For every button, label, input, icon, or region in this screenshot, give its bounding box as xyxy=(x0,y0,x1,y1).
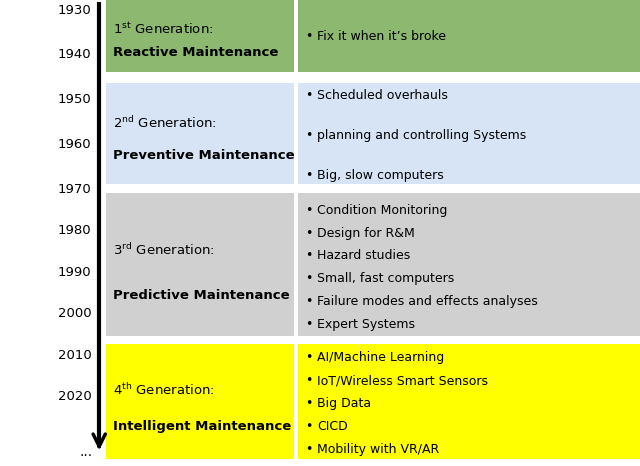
Text: 2000: 2000 xyxy=(58,307,92,320)
Text: 3$^{\mathrm{rd}}$ Generation:: 3$^{\mathrm{rd}}$ Generation: xyxy=(113,242,215,258)
Text: •: • xyxy=(305,129,313,142)
Text: 4$^{\mathrm{th}}$ Generation:: 4$^{\mathrm{th}}$ Generation: xyxy=(113,382,214,398)
Text: Big, slow computers: Big, slow computers xyxy=(317,170,444,183)
Bar xyxy=(106,0,294,72)
Bar xyxy=(106,193,294,336)
Text: 2020: 2020 xyxy=(58,390,92,403)
Text: Big Data: Big Data xyxy=(317,397,372,410)
Bar xyxy=(106,83,294,184)
Text: planning and controlling Systems: planning and controlling Systems xyxy=(317,129,527,142)
Bar xyxy=(298,344,640,459)
Text: Condition Monitoring: Condition Monitoring xyxy=(317,204,448,217)
Text: Expert Systems: Expert Systems xyxy=(317,318,415,331)
Text: •: • xyxy=(305,443,313,456)
Text: 2010: 2010 xyxy=(58,349,92,362)
Text: Reactive Maintenance: Reactive Maintenance xyxy=(113,46,278,59)
Text: •: • xyxy=(305,295,313,308)
Bar xyxy=(298,83,640,184)
Text: •: • xyxy=(305,272,313,285)
Text: 1990: 1990 xyxy=(58,266,92,279)
Text: •: • xyxy=(305,226,313,240)
Text: CICD: CICD xyxy=(317,420,348,433)
Text: Mobility with VR/AR: Mobility with VR/AR xyxy=(317,443,440,456)
Text: Preventive Maintenance: Preventive Maintenance xyxy=(113,149,295,162)
Text: ...: ... xyxy=(79,445,93,459)
Text: 1940: 1940 xyxy=(58,48,92,62)
Text: •: • xyxy=(305,249,313,262)
Text: •: • xyxy=(305,89,313,102)
Text: 1930: 1930 xyxy=(58,4,92,17)
Bar xyxy=(106,344,294,459)
Text: •: • xyxy=(305,170,313,183)
Text: •: • xyxy=(305,397,313,410)
Text: 2$^{\mathrm{nd}}$ Generation:: 2$^{\mathrm{nd}}$ Generation: xyxy=(113,116,217,131)
Bar xyxy=(298,193,640,336)
Text: IoT/Wireless Smart Sensors: IoT/Wireless Smart Sensors xyxy=(317,374,488,387)
Text: Hazard studies: Hazard studies xyxy=(317,249,411,262)
Text: 1$^{\mathrm{st}}$ Generation:: 1$^{\mathrm{st}}$ Generation: xyxy=(113,21,214,37)
Text: •: • xyxy=(305,374,313,387)
Text: Small, fast computers: Small, fast computers xyxy=(317,272,454,285)
Text: Scheduled overhauls: Scheduled overhauls xyxy=(317,89,448,102)
Bar xyxy=(298,0,640,72)
Text: •: • xyxy=(305,420,313,433)
Text: •: • xyxy=(305,204,313,217)
Text: 1950: 1950 xyxy=(58,93,92,106)
Text: Intelligent Maintenance: Intelligent Maintenance xyxy=(113,420,292,433)
Text: Failure modes and effects analyses: Failure modes and effects analyses xyxy=(317,295,538,308)
Text: 1960: 1960 xyxy=(58,138,92,151)
Text: 1970: 1970 xyxy=(58,183,92,196)
Text: •: • xyxy=(305,30,313,42)
Text: •: • xyxy=(305,351,313,364)
Text: •: • xyxy=(305,318,313,331)
Text: Predictive Maintenance: Predictive Maintenance xyxy=(113,289,290,302)
Text: Design for R&M: Design for R&M xyxy=(317,226,415,240)
Text: AI/Machine Learning: AI/Machine Learning xyxy=(317,351,445,364)
Text: Fix it when it’s broke: Fix it when it’s broke xyxy=(317,30,447,42)
Text: 1980: 1980 xyxy=(58,224,92,237)
